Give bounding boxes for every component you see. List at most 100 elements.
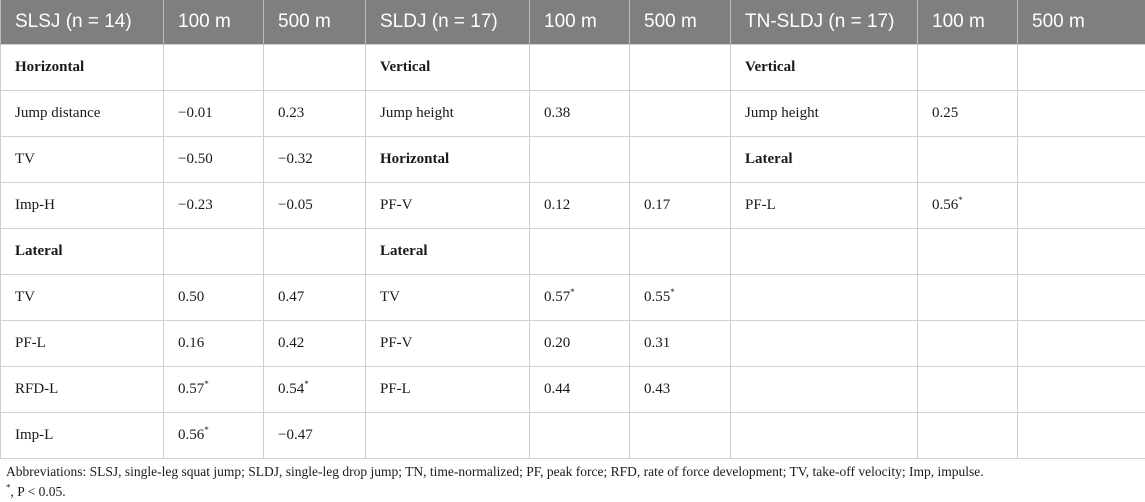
table-row: Imp-H −0.23 −0.05 PF-V 0.12 0.17 PF-L 0.56* [0, 182, 1145, 229]
cell-value: 0.56 [932, 197, 959, 213]
significance-marker: * [570, 287, 575, 297]
table-cell: PF-L [730, 182, 918, 229]
table-cell: 0.50 [163, 274, 264, 321]
table-cell: PF-V [365, 320, 530, 367]
table-cell: 0.12 [529, 182, 630, 229]
table-cell: Horizontal [365, 136, 530, 183]
cell-value: PF-V [380, 335, 413, 351]
table-row: TV −0.50 −0.32 Horizontal Lateral [0, 136, 1145, 183]
table-cell [1017, 228, 1145, 275]
cell-value: Jump distance [15, 105, 101, 121]
table-cell: −0.05 [263, 182, 366, 229]
table-cell [917, 320, 1018, 367]
significance-marker: * [304, 379, 309, 389]
table-cell [1017, 412, 1145, 459]
table-cell [629, 44, 731, 91]
table-cell [730, 320, 918, 367]
table-cell: Jump height [365, 90, 530, 137]
significance-text: , P < 0.05. [10, 484, 66, 499]
cell-value: Jump height [380, 105, 454, 121]
cell-value: 0.57 [544, 289, 571, 305]
table-cell: 0.43 [629, 366, 731, 413]
significance-mark: * [6, 482, 11, 493]
table-cell [1017, 274, 1145, 321]
table-cell: Imp-H [0, 182, 164, 229]
header-slsj: SLSJ (n = 14) [0, 0, 164, 45]
table-cell: Vertical [730, 44, 918, 91]
table-cell: Vertical [365, 44, 530, 91]
table-cell: 0.56* [917, 182, 1018, 229]
cell-value: 0.12 [544, 197, 571, 213]
cell-value: 0.16 [178, 335, 205, 351]
table-cell: Horizontal [0, 44, 164, 91]
header-slsj-100m: 100 m [163, 0, 264, 45]
table-cell [917, 136, 1018, 183]
table-cell: Jump height [730, 90, 918, 137]
table-cell [1017, 44, 1145, 91]
table-cell [730, 412, 918, 459]
table-cell [529, 44, 630, 91]
cell-value: −0.23 [178, 197, 213, 213]
cell-value: 0.42 [278, 335, 305, 351]
table-row: Jump distance −0.01 0.23 Jump height 0.38 Jum… [0, 90, 1145, 137]
table-cell: 0.17 [629, 182, 731, 229]
cell-value: 0.56 [178, 427, 205, 443]
table-cell: −0.01 [163, 90, 264, 137]
table-cell [730, 274, 918, 321]
table-cell: Jump distance [0, 90, 164, 137]
table-cell: 0.20 [529, 320, 630, 367]
header-tn-sldj-500m: 500 m [1017, 0, 1145, 45]
significance-footnote: *, P < 0.05. [6, 482, 66, 500]
cell-value: 0.17 [644, 197, 671, 213]
cell-value: 0.47 [278, 289, 305, 305]
table-row: Horizontal Vertical Vertical [0, 44, 1145, 91]
cell-value: −0.47 [278, 427, 313, 443]
cell-value: PF-L [380, 381, 411, 397]
table-cell: TV [365, 274, 530, 321]
cell-value: 0.55 [644, 289, 671, 305]
cell-value: 0.43 [644, 381, 671, 397]
table-cell: −0.47 [263, 412, 366, 459]
table-cell: −0.32 [263, 136, 366, 183]
table-cell: 0.56* [163, 412, 264, 459]
cell-value: −0.32 [278, 151, 313, 167]
cell-value: Imp-H [15, 197, 55, 213]
table-cell: −0.23 [163, 182, 264, 229]
table-cell [1017, 90, 1145, 137]
cell-value: Lateral [15, 243, 63, 259]
table-cell [163, 44, 264, 91]
cell-value: PF-L [15, 335, 46, 351]
cell-value: −0.05 [278, 197, 313, 213]
cell-value: TV [15, 289, 35, 305]
cell-value: 0.54 [278, 381, 305, 397]
header-sldj-100m: 100 m [529, 0, 630, 45]
table-cell: 0.23 [263, 90, 366, 137]
cell-value: Horizontal [380, 151, 450, 167]
table-row: Lateral Lateral [0, 228, 1145, 275]
table-cell: 0.44 [529, 366, 630, 413]
table-cell [917, 366, 1018, 413]
table-cell [917, 228, 1018, 275]
cell-value: PF-L [745, 197, 776, 213]
cell-value: RFD-L [15, 381, 59, 397]
table-cell: 0.42 [263, 320, 366, 367]
cell-value: Lateral [745, 151, 793, 167]
table-cell: TV [0, 274, 164, 321]
table-cell [529, 412, 630, 459]
table-cell: Lateral [365, 228, 530, 275]
cell-value: Horizontal [15, 59, 85, 75]
cell-value: 0.50 [178, 289, 205, 305]
cell-value: 0.38 [544, 105, 571, 121]
cell-value: Imp-L [15, 427, 54, 443]
table-cell: 0.47 [263, 274, 366, 321]
cell-value: TV [380, 289, 400, 305]
table-cell: PF-L [0, 320, 164, 367]
table-cell: 0.54* [263, 366, 366, 413]
header-tn-sldj: TN-SLDJ (n = 17) [730, 0, 918, 45]
table-cell [730, 366, 918, 413]
cell-value: 0.44 [544, 381, 571, 397]
table-cell: PF-L [365, 366, 530, 413]
cell-value: −0.50 [178, 151, 213, 167]
cell-value: 0.31 [644, 335, 671, 351]
table-cell: 0.25 [917, 90, 1018, 137]
